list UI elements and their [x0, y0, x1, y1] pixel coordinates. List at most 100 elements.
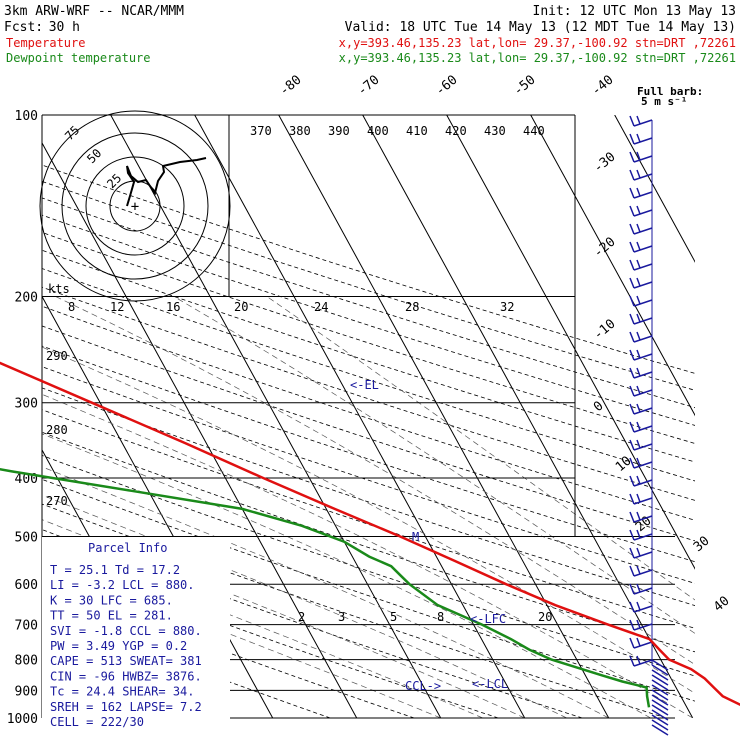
hodograph-unit-label: kts — [48, 282, 70, 296]
init-time: Init: 12 UTC Mon 13 May 13 — [533, 4, 737, 19]
wind-barb — [633, 479, 653, 487]
isotherm — [278, 115, 610, 718]
wind-barb-flag — [629, 169, 635, 181]
wind-barb-flag — [636, 205, 641, 215]
wind-barb — [633, 227, 653, 235]
wind-barb — [633, 551, 653, 559]
isotherm — [530, 115, 695, 417]
pressure-tick-label: 100 — [15, 109, 38, 124]
wind-barb — [633, 155, 653, 163]
wind-barb-flag — [629, 655, 635, 667]
hodograph-speed-tick: 12 — [110, 300, 124, 314]
wind-barb — [633, 209, 653, 217]
parcel-info-row: SVI = -1.8 CCL = 880. — [50, 624, 202, 638]
wind-barb-flag — [636, 493, 641, 503]
wind-barb-flag — [636, 583, 641, 593]
wind-barb — [633, 443, 653, 451]
wind-barb-low — [651, 689, 669, 701]
dry-adiabat — [42, 249, 695, 463]
wind-barb — [633, 641, 653, 649]
wind-barb — [633, 605, 653, 613]
wind-barb-flag — [636, 367, 641, 377]
hodograph-ring — [109, 180, 161, 232]
wind-barb-low — [651, 664, 669, 676]
wind-barb-flag — [629, 349, 635, 361]
valid-time: Valid: 18 UTC Tue 14 May 13 (12 MDT Tue … — [345, 20, 736, 35]
parcel-info-row: CELL = 222/30 — [50, 715, 144, 729]
theta-label: 440 — [523, 124, 545, 138]
dry-adiabat — [42, 387, 695, 606]
wind-barb-flag — [629, 565, 635, 577]
wind-barb-low — [651, 679, 669, 691]
wind-barb-low — [651, 674, 669, 686]
hodograph-ring — [61, 132, 209, 280]
hodograph-ring-label: 75 — [62, 123, 82, 143]
parcel-info-row: PW = 3.49 YGP = 0.2 — [50, 639, 187, 653]
wind-barb-flag — [629, 493, 635, 505]
wind-barb-flag — [629, 295, 635, 307]
legend-dewpoint-label: Dewpoint temperature — [6, 51, 151, 65]
isotherm — [614, 115, 695, 263]
hodograph-ring-label: 50 — [84, 146, 104, 166]
wind-barb-low — [651, 684, 669, 696]
theta-label: 400 — [367, 124, 389, 138]
parcel-info-row: T = 25.1 Td = 17.2 — [50, 563, 180, 577]
theta-label: 410 — [406, 124, 428, 138]
wind-barb-flag — [636, 295, 641, 305]
mixing-ratio-label: 2 — [298, 610, 305, 624]
isotherm-label: 30 — [691, 534, 713, 556]
wind-barb-flag — [636, 259, 641, 269]
hodograph-speed-tick: 24 — [314, 300, 328, 314]
wind-barb-flag — [629, 547, 635, 559]
wind-barb — [633, 245, 653, 253]
pressure-tick-label: 800 — [15, 654, 38, 669]
wind-barb-flag — [629, 421, 635, 433]
isotherm-label: 40 — [711, 594, 733, 616]
hodograph-ring — [39, 110, 231, 302]
isotherm — [42, 141, 358, 718]
wind-barb-flag — [629, 511, 635, 523]
wind-barb-unit: 5 m s⁻¹ — [641, 95, 687, 108]
wind-barb-flag — [636, 475, 641, 485]
theta-e-label: 280 — [46, 423, 68, 437]
wind-barb-flag — [629, 187, 635, 199]
wind-barb-flag — [636, 331, 641, 341]
wind-barb — [633, 461, 653, 469]
wind-barb-flag — [636, 565, 641, 575]
wind-barb-flag — [636, 115, 641, 125]
mixing-ratio-label: 20 — [538, 610, 552, 624]
isotherm-label: -50 — [511, 72, 539, 99]
dry-adiabat — [42, 555, 499, 718]
wind-barb — [633, 659, 653, 667]
theta-label: 420 — [445, 124, 467, 138]
wind-barb-flag — [636, 403, 641, 413]
isotherm-label: -70 — [355, 72, 383, 99]
wind-barb-flag — [636, 349, 641, 359]
wind-barb — [633, 497, 653, 505]
parcel-info-row: TT = 50 EL = 281. — [50, 609, 173, 623]
wind-barb — [633, 317, 653, 325]
moist-adiabat — [55, 296, 695, 666]
wind-barb-low — [651, 704, 669, 716]
wind-barb-flag — [629, 385, 635, 397]
level-annotation: CCL-> — [405, 679, 441, 693]
wind-barb-flag — [636, 241, 641, 251]
wind-barb-flag — [629, 457, 635, 469]
wind-barb-flag — [629, 583, 635, 595]
isotherm-label: -20 — [591, 234, 619, 261]
legend-dewpoint-info: x,y=393.46,135.23 lat,lon= 29.37,-100.92… — [339, 51, 736, 65]
parcel-info-row: CIN = -96 HWBZ= 3876. — [50, 669, 202, 683]
wind-barb-flag — [636, 223, 641, 233]
wind-barb — [633, 299, 653, 307]
wind-barb-flag — [636, 655, 641, 665]
wind-barb — [633, 263, 653, 271]
parcel-info-box: Parcel Info T = 25.1 Td = 17.2LI = -3.2 … — [42, 537, 230, 729]
level-annotations: <-EL M <-LFC CCL-> <-LCL — [350, 378, 508, 693]
wind-barb-flag — [629, 529, 635, 541]
isotherm — [194, 115, 526, 718]
level-annotation: M — [412, 530, 419, 544]
wind-barb — [633, 587, 653, 595]
wind-barb-flag — [636, 187, 641, 197]
